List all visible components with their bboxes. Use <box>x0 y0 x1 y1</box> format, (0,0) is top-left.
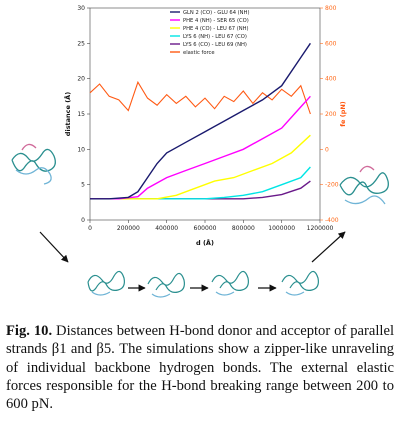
y-tick-label: 5 <box>81 182 85 189</box>
y2-tick-label: -200 <box>325 182 339 189</box>
chart-legend: GLN 2 (CO) - GLU 64 (NH) PHE 4 (NH) - SER… <box>170 10 250 56</box>
series-line-elastic-force <box>89 80 311 115</box>
y-axis-label: distance (Å) <box>63 92 72 136</box>
x-tick-label: 1200000 <box>307 225 334 232</box>
x-tick-label: 200000 <box>117 225 140 232</box>
legend-entry: LYS 6 (CO) - LEU 69 (NH) <box>183 42 247 48</box>
y2-tick-label: 400 <box>325 76 337 83</box>
series-line-phe-4-co-leu-67-nh <box>90 134 311 200</box>
protein-structure-right <box>339 165 389 205</box>
legend-entry: GLN 2 (CO) - GLU 64 (NH) <box>183 10 250 16</box>
legend-entry: LYS 6 (NH) - LEU 67 (CO) <box>183 34 247 40</box>
protein-snapshot-4 <box>281 270 319 296</box>
figure-caption: Fig. 10. Distances between H-bond donor … <box>6 322 394 413</box>
figure-panel: 0 200000 400000 600000 800000 1000000 1200000 … <box>11 5 389 298</box>
y2-tick-label: -400 <box>325 217 339 224</box>
y2-tick-label: 0 <box>325 146 329 153</box>
legend-entry: PHE 4 (NH) - SER 65 (CO) <box>183 18 249 24</box>
legend-entry: PHE 4 (CO) - LEU 67 (NH) <box>183 26 249 32</box>
x-tick-label: 800000 <box>232 225 255 232</box>
y2-tick-label: 200 <box>325 111 337 118</box>
y-tick-label: 20 <box>77 76 85 83</box>
x-tick-label: 0 <box>88 225 92 232</box>
x-axis-label: d (Å) <box>196 238 214 247</box>
series-line-lys-6-nh-leu-67-co <box>90 166 311 200</box>
y2-tick-label: 600 <box>325 40 337 47</box>
caption-text: Distances between H-bond donor and accep… <box>6 323 395 413</box>
x-axis-ticks: 0 200000 400000 600000 800000 1000000 1200000 <box>88 220 334 232</box>
y2-tick-label: 800 <box>325 5 337 12</box>
y-tick-label: 25 <box>77 40 85 47</box>
protein-structure-left <box>11 143 56 185</box>
y-tick-label: 10 <box>77 146 85 153</box>
series-line-phe-4-nh-ser-65-co <box>90 95 311 200</box>
y-axis-ticks: 0 5 10 15 20 25 30 <box>77 5 90 224</box>
x-tick-label: 400000 <box>155 225 178 232</box>
y2-axis-label: fe (pN) <box>339 101 347 127</box>
protein-snapshot-3 <box>211 270 249 296</box>
x-tick-label: 600000 <box>194 225 217 232</box>
flow-arrows <box>39 231 346 292</box>
x-tick-label: 1000000 <box>268 225 295 232</box>
protein-snapshot-1 <box>87 270 125 296</box>
y-tick-label: 30 <box>77 5 85 12</box>
caption-label: Fig. 10. <box>6 323 53 339</box>
series-lines <box>89 42 311 200</box>
series-line-gln-2-co-glu-64-nh <box>90 42 311 200</box>
protein-snapshot-2 <box>147 272 185 298</box>
y-tick-label: 0 <box>81 217 85 224</box>
legend-entry: elastic force <box>183 50 215 56</box>
y2-axis-ticks: -400 -200 0 200 400 600 800 <box>320 5 339 224</box>
series-line-lys-6-co-leu-69-nh <box>90 180 311 200</box>
y-tick-label: 15 <box>77 111 85 118</box>
